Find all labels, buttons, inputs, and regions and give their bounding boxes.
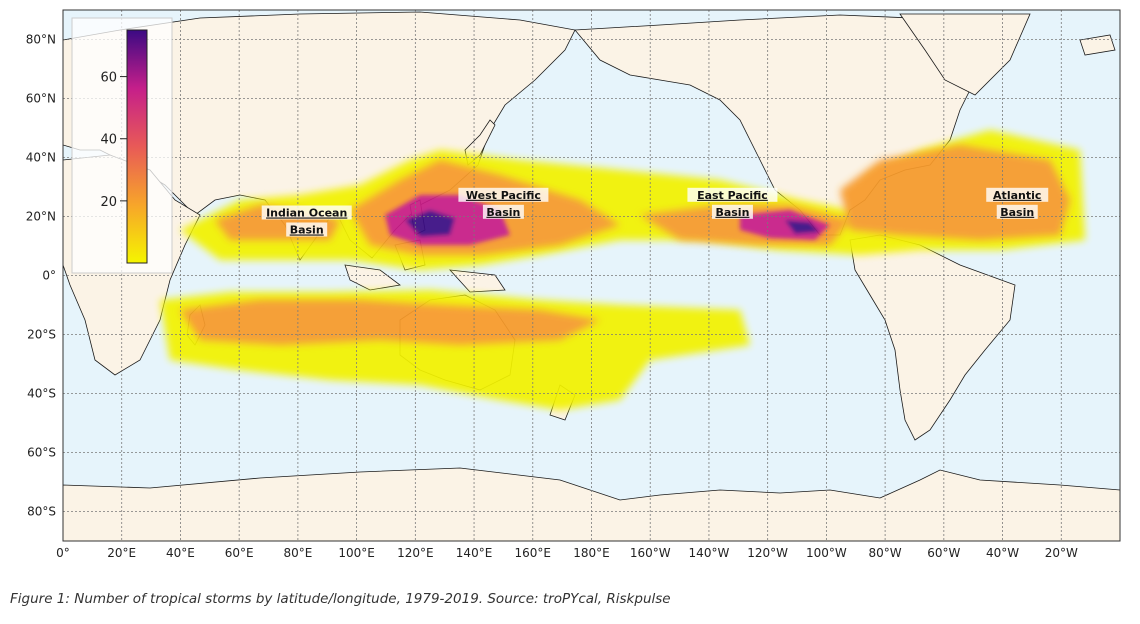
basin-label-bg [458, 187, 549, 202]
lon-tick-label: 60°W [927, 546, 960, 560]
basin-label-line2: Basin [486, 206, 520, 219]
basin-label-line1: Indian Ocean [266, 207, 347, 220]
basin-label: Indian Ocean Basin [261, 205, 352, 237]
longitude-tick-labels: 0° 20°E 40°E 60°E 80°E 100°E 120°E 140°E 160°E 18… [56, 546, 1078, 560]
lon-tick-label: 180°E [573, 546, 610, 560]
basin-label-bg [286, 222, 328, 237]
basin-label-line2: Basin [290, 224, 324, 237]
lat-tick-label: 60°N [26, 92, 56, 106]
lon-tick-label: 20°W [1045, 546, 1078, 560]
iceland-land [1079, 34, 1116, 56]
basin-label-bg [711, 204, 753, 219]
lon-tick-label: 80°E [283, 546, 312, 560]
basin-label-line2: Basin [715, 206, 749, 219]
colorbar-tick-label: 40 [100, 133, 117, 148]
lon-tick-label: 100°E [338, 546, 375, 560]
west-pacific-density-max [405, 210, 455, 237]
lat-tick-label: 80°S [27, 505, 56, 519]
lon-tick-label: 100°W [806, 546, 847, 560]
basin-label-bg [986, 187, 1049, 202]
lon-tick-label: 40°E [166, 546, 195, 560]
basin-label-bg [996, 204, 1038, 219]
east-pacific-density-max [785, 220, 820, 234]
basin-label-line1: West Pacific [466, 189, 541, 202]
colorbar-legend: 60 40 20 [71, 17, 173, 274]
lon-tick-label: 60°E [225, 546, 254, 560]
basin-label: Atlantic Basin [986, 187, 1049, 219]
lon-tick-label: 140°W [689, 546, 730, 560]
lon-tick-label: 160°W [630, 546, 671, 560]
indonesia-land [344, 264, 401, 291]
basin-label-line1: East Pacific [697, 189, 768, 202]
lon-tick-label: 40°W [986, 546, 1019, 560]
greenland-land [899, 13, 1031, 96]
antarctica-land [63, 467, 1120, 541]
lat-tick-label: 0° [42, 269, 56, 283]
basin-label-line2: Basin [1000, 206, 1034, 219]
lon-tick-label: 0° [56, 546, 70, 560]
lat-tick-label: 20°S [27, 328, 56, 342]
lon-tick-label: 20°E [107, 546, 136, 560]
basin-label: East Pacific Basin [687, 187, 778, 219]
lat-tick-label: 60°S [27, 446, 56, 460]
lat-tick-label: 40°S [27, 387, 56, 401]
lon-tick-label: 160°E [515, 546, 552, 560]
lon-tick-label: 80°W [869, 546, 902, 560]
latitude-tick-labels: 80°N 60°N 40°N 20°N 0° 20°S 40°S 60°S 80°S [26, 33, 56, 519]
lon-tick-label: 140°E [456, 546, 493, 560]
figure-caption: Figure 1: Number of tropical storms by l… [10, 591, 671, 607]
lon-tick-label: 120°E [397, 546, 434, 560]
map-frame [62, 9, 1121, 542]
basin-label-bg [261, 205, 352, 220]
graticule [63, 10, 1120, 541]
basin-label: West Pacific Basin [458, 187, 549, 219]
colorbar-ticks: 60 40 20 [100, 71, 127, 210]
lat-tick-label: 80°N [26, 33, 56, 47]
basin-label-line1: Atlantic [993, 189, 1041, 202]
lon-tick-label: 120°W [747, 546, 788, 560]
lat-tick-label: 20°N [26, 210, 56, 224]
sh-density-mid [180, 300, 600, 345]
colorbar-tick-label: 20 [100, 195, 117, 210]
south-america-land [849, 234, 1016, 441]
colorbar-tick-label: 60 [100, 71, 117, 86]
colorbar-panel [71, 17, 173, 274]
basin-label-bg [482, 204, 524, 219]
colorbar-gradient [126, 29, 148, 264]
basin-label-bg [687, 187, 778, 202]
lat-tick-label: 40°N [26, 151, 56, 165]
storm-density-map: 80°N 60°N 40°N 20°N 0° 20°S 40°S 60°S 80°S 0° 20°… [26, 9, 1121, 560]
